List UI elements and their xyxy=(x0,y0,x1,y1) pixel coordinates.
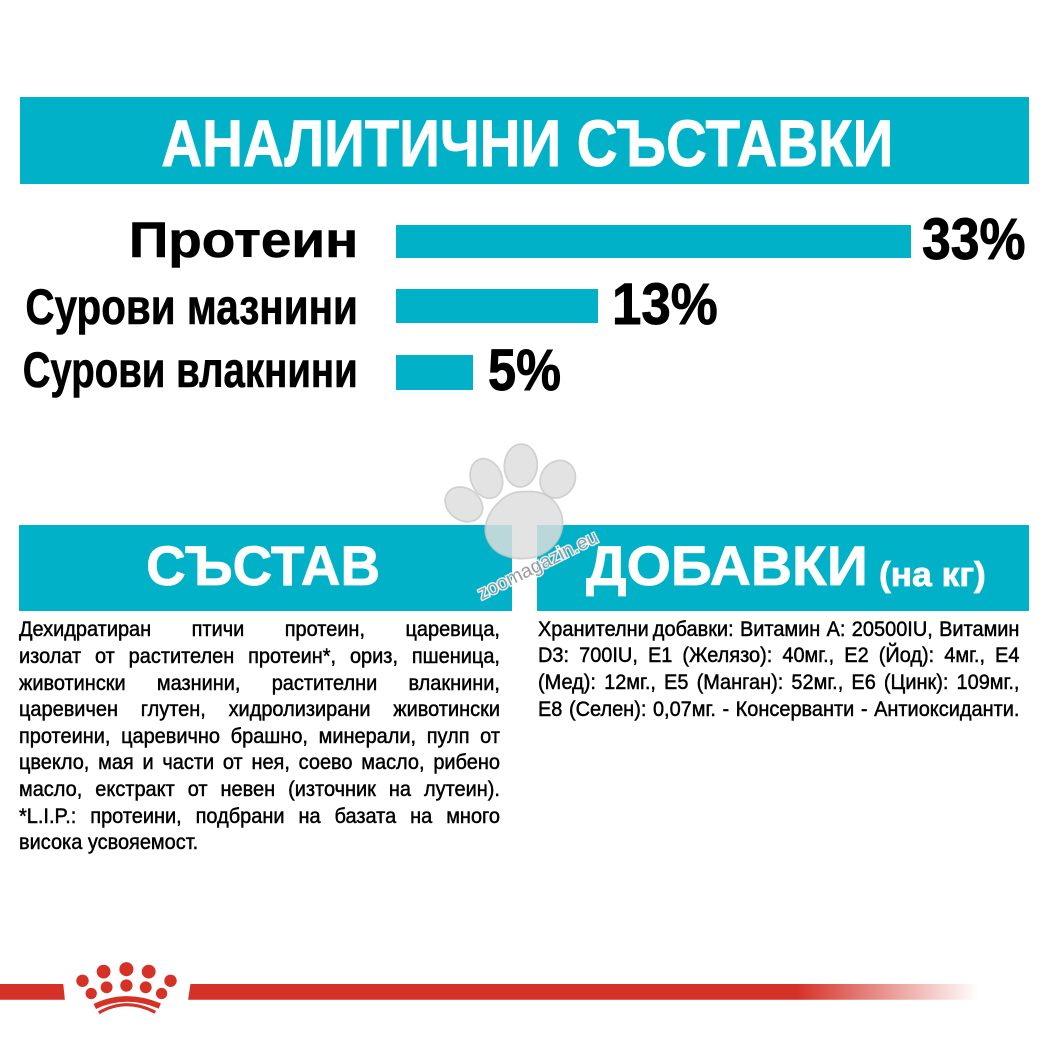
svg-text:zoomagazin.eu: zoomagazin.eu xyxy=(474,526,602,604)
